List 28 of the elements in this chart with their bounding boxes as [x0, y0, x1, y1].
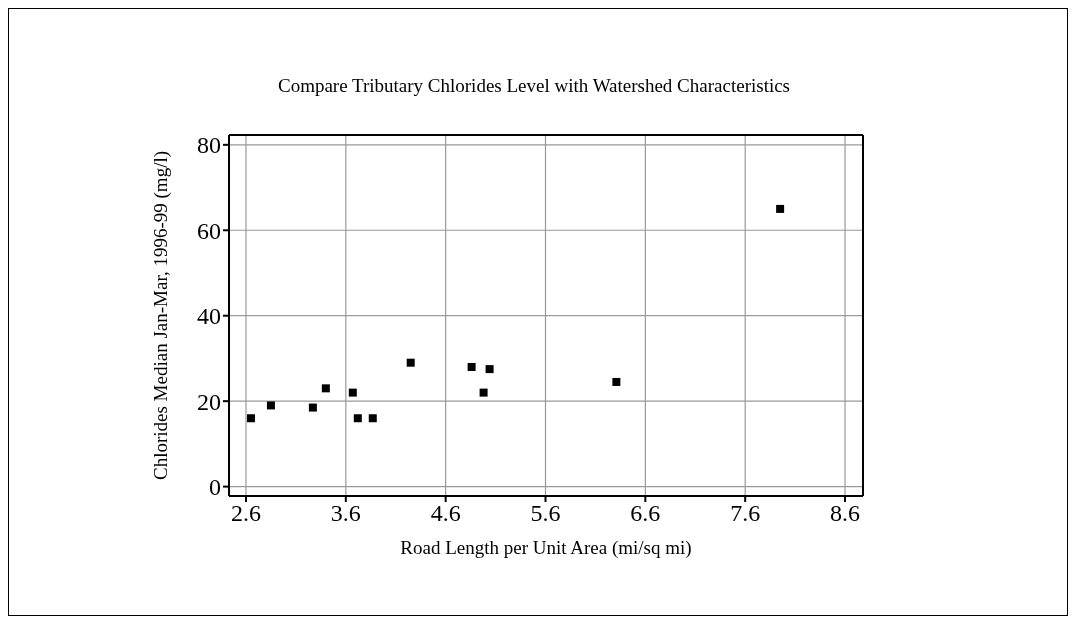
point [479, 388, 488, 397]
point [353, 414, 362, 423]
y-tick-label: 20 [197, 388, 221, 415]
x-tick-label: 2.6 [230, 500, 261, 527]
point [467, 362, 476, 371]
chart-title: Compare Tributary Chlorides Level with Watershed Characteristics [276, 75, 792, 97]
x-tick-label: 4.6 [430, 500, 461, 527]
point [485, 365, 494, 374]
x-tick-label: 7.6 [730, 500, 761, 527]
point [266, 401, 275, 410]
point [246, 414, 255, 423]
point [321, 384, 330, 393]
x-axis-title: Road Length per Unit Area (mi/sq mi) [400, 537, 692, 559]
x-tick-label: 5.6 [530, 500, 561, 527]
x-tick-label: 6.6 [630, 500, 661, 527]
y-axis-title: Chlorides Median Jan-Mar, 1996-99 (mg/l) [150, 150, 172, 481]
y-tick-label: 80 [197, 132, 221, 159]
point [308, 403, 317, 412]
x-tick-label: 3.6 [330, 500, 361, 527]
point [348, 388, 357, 397]
y-tick-label: 0 [209, 474, 221, 501]
point [406, 358, 415, 367]
y-tick-label: 40 [197, 303, 221, 330]
x-tick-label: 8.6 [830, 500, 861, 527]
y-tick-label: 60 [197, 217, 221, 244]
point [612, 377, 621, 386]
point [368, 414, 377, 423]
point [776, 204, 785, 213]
